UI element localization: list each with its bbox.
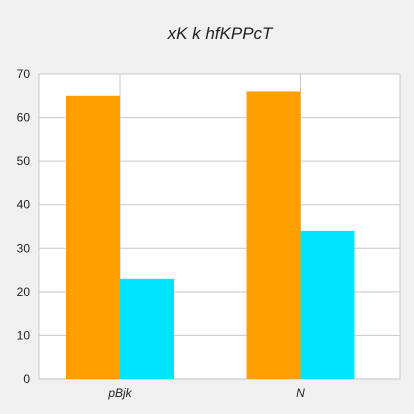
bar-pBjk-series-1 xyxy=(66,95,120,380)
y-tick-label: 20 xyxy=(17,285,31,299)
y-tick-label: 70 xyxy=(17,67,31,81)
x-tick-label: N xyxy=(296,386,305,400)
y-axis-ticks: 0 10 20 30 40 50 60 70 xyxy=(17,67,31,386)
y-tick-label: 60 xyxy=(17,111,31,125)
bar-N-series-1 xyxy=(246,91,301,379)
x-tick-label: pBjk xyxy=(107,386,132,400)
y-tick-label: 0 xyxy=(23,372,30,386)
y-tick-label: 40 xyxy=(17,198,31,212)
chart-title: xK k hfKPPcT xyxy=(167,24,274,43)
bar-pBjk-series-2 xyxy=(120,278,174,379)
y-tick-label: 10 xyxy=(17,328,31,342)
bars xyxy=(66,91,355,380)
bar-N-series-2 xyxy=(300,230,355,379)
y-tick-label: 50 xyxy=(17,154,31,168)
x-axis-ticks: pBjk N xyxy=(107,386,305,400)
y-tick-label: 30 xyxy=(17,241,31,255)
